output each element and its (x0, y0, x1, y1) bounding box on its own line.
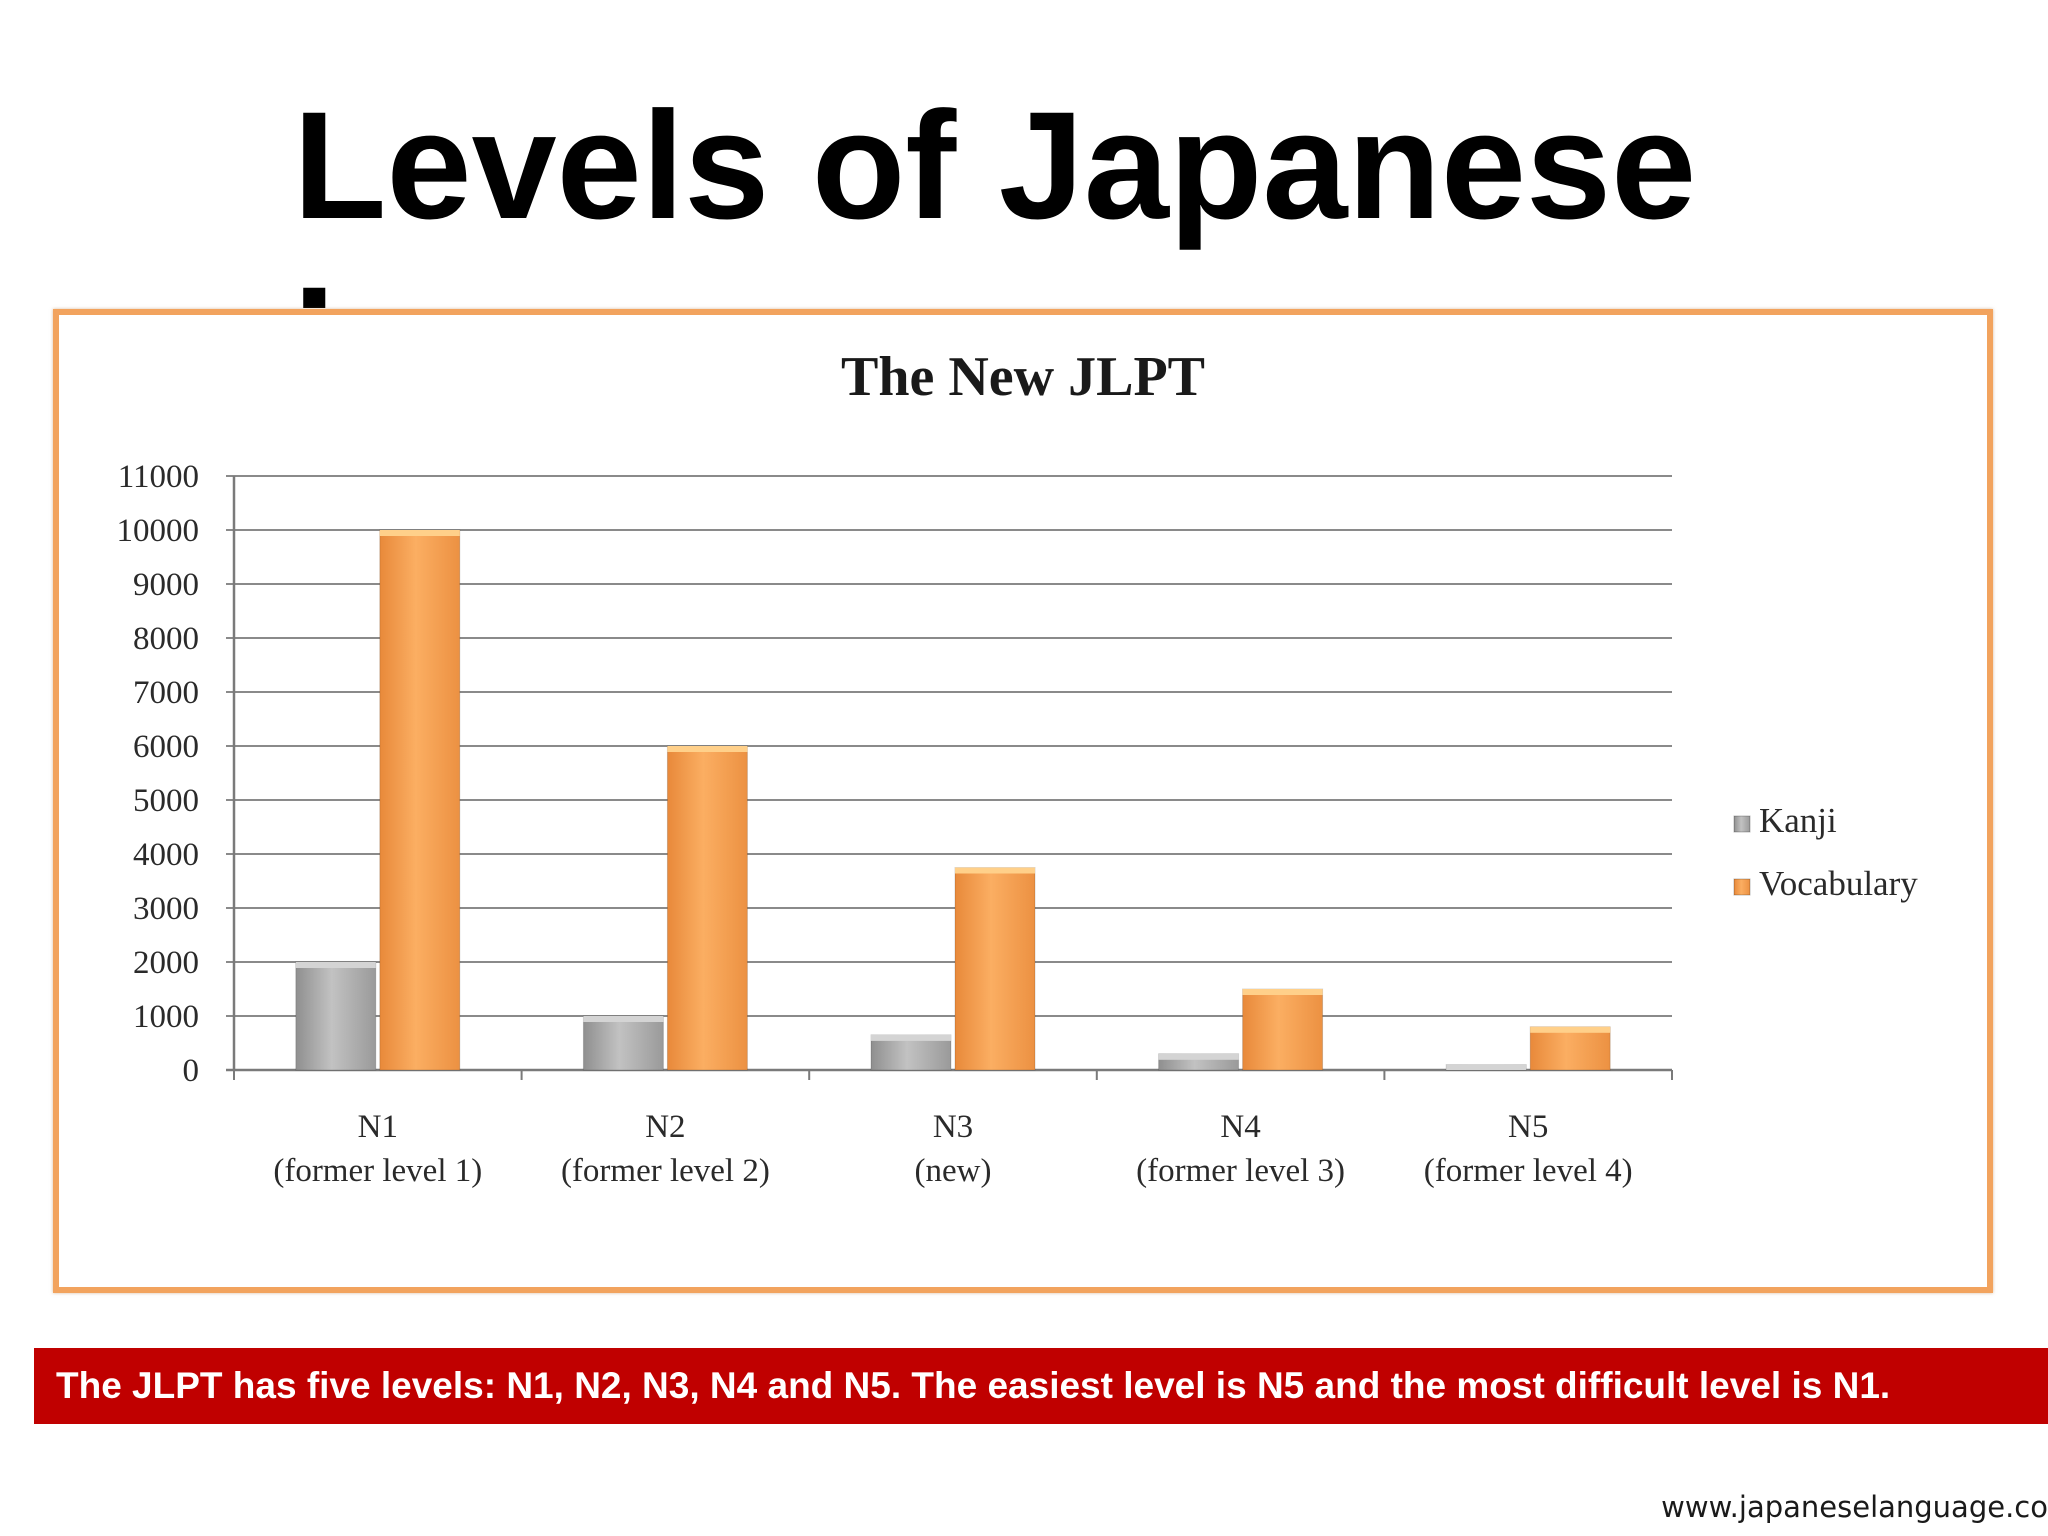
bar-kanji (295, 961, 377, 1071)
x-tick-label: N1 (358, 1109, 398, 1145)
slide-title: Levels of Japanese Language (293, 80, 1697, 308)
bar-vocabulary (954, 867, 1036, 1071)
x-tick-label: N5 (1508, 1109, 1548, 1145)
y-tick-label: 7000 (133, 675, 199, 711)
jlpt-bar-chart: The New JLPT 0 1000 2000 3000 4000 5000 6000 70… (117, 346, 1919, 1189)
y-tick-label: 3000 (133, 891, 199, 927)
y-tick-label: 0 (183, 1053, 200, 1089)
bar-top-kanji (1158, 1053, 1239, 1060)
x-tick-sublabel: (new) (915, 1153, 992, 1189)
caption-text: The JLPT has five levels: N1, N2, N3, N4… (56, 1365, 1891, 1406)
legend-swatch-kanji (1733, 815, 1751, 833)
y-tick-label: 8000 (133, 621, 199, 657)
chart-frame: The New JLPT 0 1000 2000 3000 4000 5000 6000 70… (53, 309, 1993, 1293)
bar-top-kanji (583, 1016, 664, 1022)
x-tick-sublabel: (former level 4) (1424, 1153, 1633, 1189)
bar-top-vocabulary (955, 867, 1035, 874)
bar-kanji (582, 1015, 664, 1071)
y-tick-label: 6000 (133, 729, 199, 765)
x-tick-label: N4 (1220, 1109, 1260, 1145)
x-axis-ticks: N1 (former level 1) N2 (former level 2) N3 (n… (273, 1109, 1632, 1189)
gridlines (226, 475, 1673, 1080)
legend: Kanji Vocabulary (1733, 801, 1918, 903)
bar-vocabulary (1242, 988, 1324, 1071)
bar-top-vocabulary (1530, 1026, 1611, 1033)
y-tick-label: 2000 (133, 945, 199, 981)
y-tick-label: 1000 (133, 999, 199, 1035)
legend-label-vocabulary: Vocabulary (1759, 864, 1918, 903)
bar-top-kanji (871, 1034, 951, 1041)
y-tick-label: 10000 (117, 513, 200, 549)
x-tick-sublabel: (former level 2) (561, 1153, 770, 1189)
footer-url[interactable]: www.japaneselanguage.co (1661, 1490, 2048, 1524)
bar-top-vocabulary (1242, 989, 1323, 995)
bar-vocabulary (666, 745, 748, 1071)
bar-top-kanji (295, 962, 376, 968)
bars (295, 529, 1611, 1071)
x-tick-label: N2 (645, 1109, 685, 1145)
x-tick-label: N3 (933, 1109, 973, 1145)
legend-label-kanji: Kanji (1759, 801, 1837, 840)
y-tick-label: 5000 (133, 783, 199, 819)
bar-top-vocabulary (379, 530, 460, 536)
y-tick-label: 9000 (133, 567, 199, 603)
y-axis-ticks: 0 1000 2000 3000 4000 5000 6000 7000 8000 9000 100… (117, 459, 200, 1089)
bar-vocabulary (379, 529, 461, 1071)
bar-vocabulary (1529, 1026, 1611, 1071)
y-tick-label: 11000 (118, 459, 199, 495)
bar-top-kanji (1446, 1064, 1527, 1070)
x-tick-sublabel: (former level 3) (1136, 1153, 1345, 1189)
bar-top-vocabulary (667, 746, 748, 752)
legend-swatch-vocabulary (1733, 878, 1751, 896)
caption-bar: The JLPT has five levels: N1, N2, N3, N4… (34, 1348, 2048, 1424)
y-tick-label: 4000 (133, 837, 199, 873)
chart-title: The New JLPT (841, 346, 1205, 408)
x-tick-sublabel: (former level 1) (273, 1153, 482, 1189)
